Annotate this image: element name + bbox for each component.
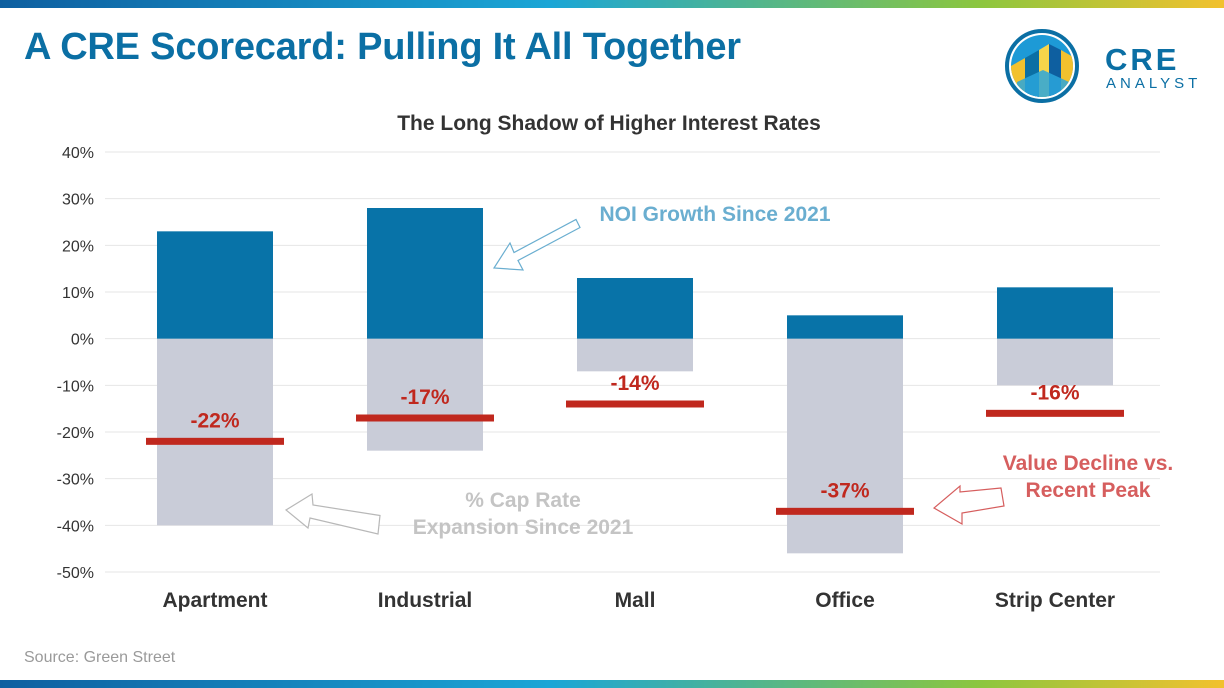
value-decline-label: -17% — [400, 386, 449, 409]
noi-arrow-icon — [492, 218, 581, 271]
noi-callout: NOI Growth Since 2021 — [492, 203, 831, 271]
cap-rate-bar — [367, 338, 483, 451]
source-note: Source: Green Street — [24, 649, 176, 666]
cap-rate-callout-line2: Expansion Since 2021 — [413, 516, 634, 539]
y-tick-label: -50% — [57, 565, 94, 582]
noi-bar — [787, 315, 903, 339]
logo-wordmark: CRE — [1105, 42, 1180, 77]
noi-callout-label: NOI Growth Since 2021 — [599, 203, 830, 226]
y-tick-label: 10% — [62, 285, 94, 302]
logo-subtitle: ANALYST — [1106, 75, 1202, 92]
category-label: Industrial — [378, 589, 473, 612]
y-axis-ticks: 40% 30% 20% 10% 0% -10% -20% -30% -40% -50% — [57, 145, 94, 582]
category-label: Strip Center — [995, 589, 1115, 612]
value-decline-arrow-icon — [932, 484, 1005, 526]
cap-rate-bar — [997, 338, 1113, 386]
y-tick-label: 30% — [62, 192, 94, 209]
value-decline-marker — [356, 414, 494, 422]
cap-rate-bar — [577, 338, 693, 372]
noi-bar — [577, 278, 693, 339]
x-axis-labels: Apartment Industrial Mall Office Strip Cente… — [162, 589, 1115, 612]
y-tick-label: 0% — [71, 332, 94, 349]
y-tick-label: -30% — [57, 472, 94, 489]
y-tick-label: -40% — [57, 518, 94, 535]
cap-rate-callout: % Cap Rate Expansion Since 2021 — [284, 489, 634, 539]
cre-analyst-logo: CRE ANALYST — [1003, 28, 1213, 106]
category-label: Mall — [615, 589, 656, 612]
noi-bar — [997, 287, 1113, 339]
value-decline-callout-line1: Value Decline vs. — [1003, 452, 1173, 475]
value-decline-marker — [986, 409, 1124, 417]
cap-rate-arrow-icon — [284, 492, 381, 535]
page-title: A CRE Scorecard: Pulling It All Together — [24, 26, 741, 68]
y-tick-label: -10% — [57, 378, 94, 395]
category-label: Apartment — [162, 589, 267, 612]
top-accent-stripe — [0, 0, 1224, 8]
value-decline-marker — [146, 437, 284, 445]
bottom-accent-stripe — [0, 680, 1224, 688]
value-decline-marker — [776, 507, 914, 515]
cap-rate-bar — [157, 338, 273, 526]
value-decline-callout: Value Decline vs. Recent Peak — [932, 452, 1173, 526]
value-decline-marker — [566, 400, 704, 408]
value-decline-label: -16% — [1030, 381, 1079, 404]
y-tick-label: -20% — [57, 425, 94, 442]
value-decline-label: -37% — [820, 479, 869, 502]
noi-bar — [157, 231, 273, 339]
y-tick-label: 40% — [62, 145, 94, 162]
value-decline-callout-line2: Recent Peak — [1026, 479, 1151, 502]
value-decline-label: -14% — [610, 372, 659, 395]
bars — [157, 208, 1113, 554]
gridlines — [105, 151, 1160, 573]
cap-rate-callout-line1: % Cap Rate — [465, 489, 581, 512]
y-tick-label: 20% — [62, 238, 94, 255]
noi-bar — [367, 208, 483, 339]
chart-title: The Long Shadow of Higher Interest Rates — [397, 112, 821, 135]
cap-rate-bar — [787, 338, 903, 554]
logo-emblem-icon — [1005, 29, 1079, 103]
value-decline-markers: -22% -17% -14% -37% -16% — [146, 372, 1124, 515]
category-label: Office — [815, 589, 875, 612]
value-decline-label: -22% — [190, 409, 239, 432]
